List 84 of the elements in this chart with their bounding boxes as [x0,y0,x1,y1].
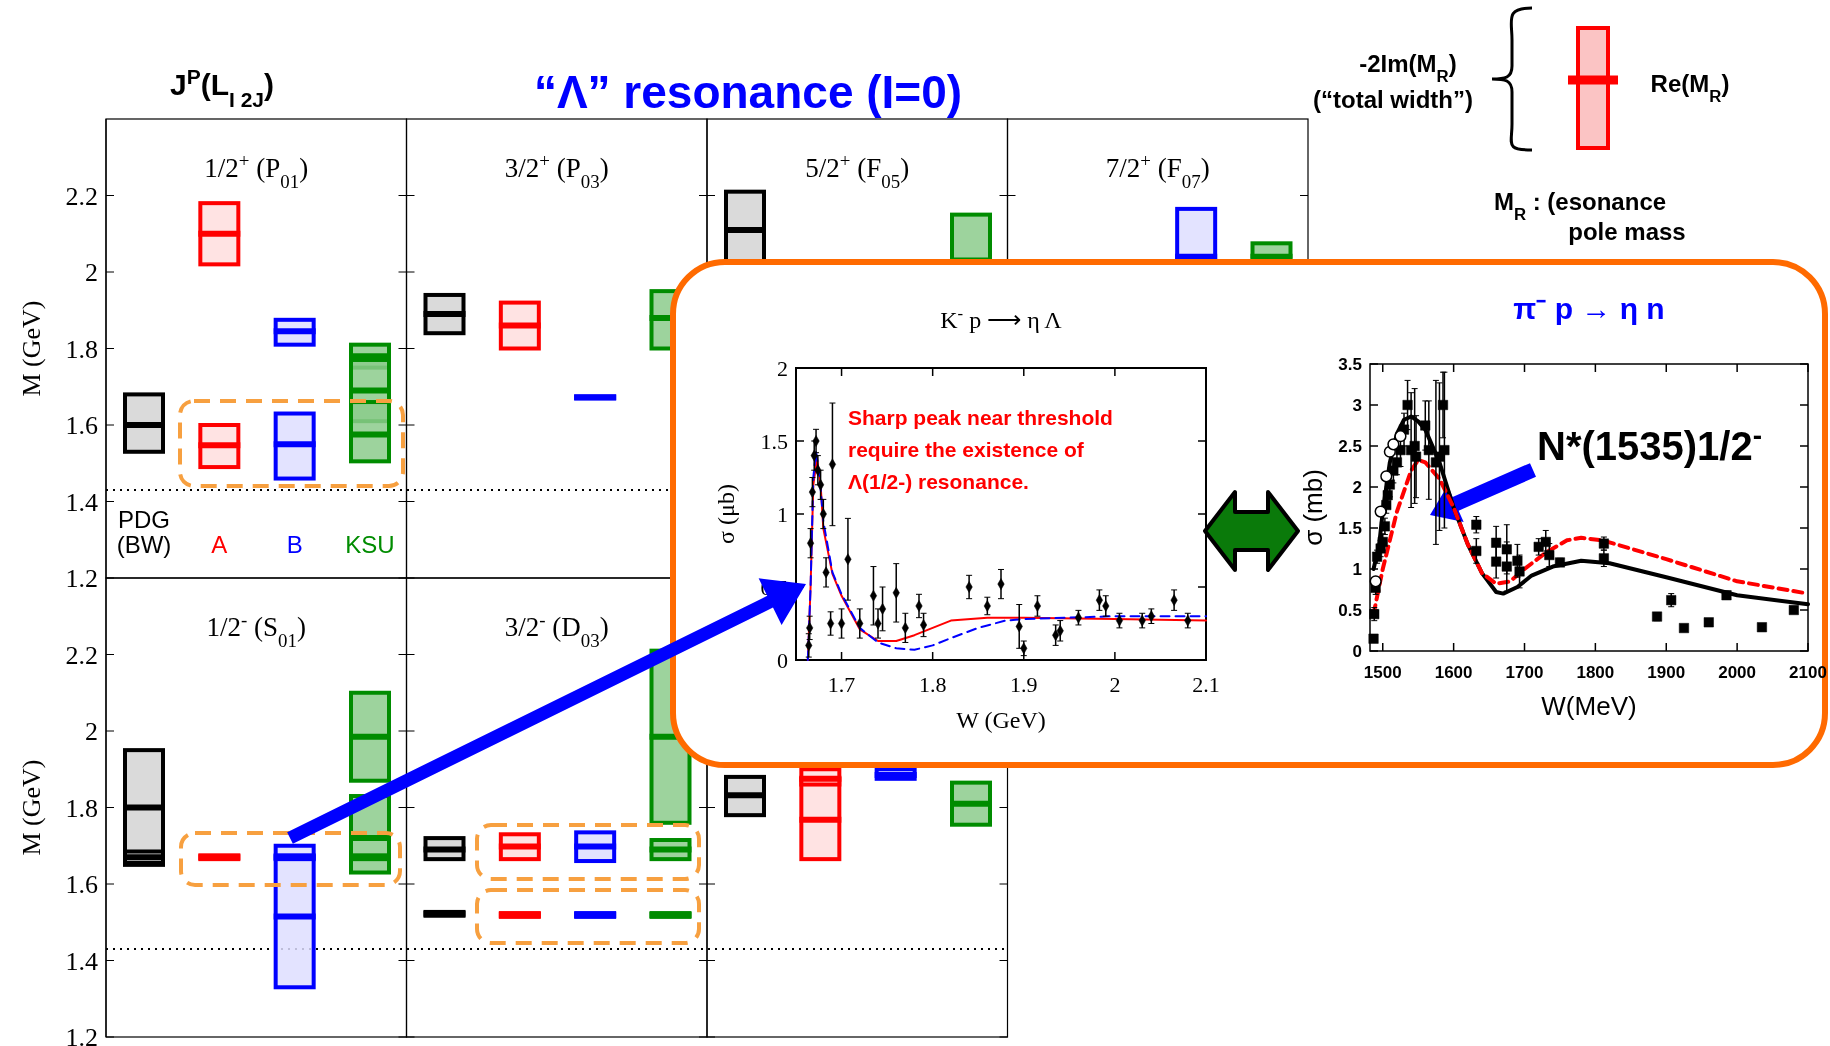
point [1438,400,1448,410]
text: -2Im(M$_{R}$) [1359,50,1457,86]
x-tick-label: 1.8 [918,672,947,697]
x-axis-title: W(MeV) [1541,691,1637,721]
y-axis-title: σ (μb) [713,484,739,544]
point [1411,451,1422,462]
point [1402,400,1413,410]
y-tick-label: 2 [1352,477,1362,497]
x-tick-label: B [286,531,303,558]
annotation: N*(1535)1/2$^{-}$ [1537,419,1763,468]
y-tick-label: 1.8 [65,793,98,823]
y-tick-label: 2 [777,355,788,381]
annotation: 7/2$^{+}$ (F$_{07}$) [1105,149,1210,192]
text: Re(M$_{R}$) [1650,70,1730,106]
point [1471,519,1482,530]
x-tick-label: 1900 [1647,663,1686,682]
point [1491,556,1502,567]
y-tick-label: 0 [777,647,788,673]
y-tick-label: 3.5 [1338,354,1362,374]
point [1374,505,1387,518]
chart-title: π⁻ p → η n [1513,292,1665,325]
y-tick-label: 2.5 [1338,436,1362,456]
annotation: 1/2$^{-}$ (S$_{01}$) [206,608,306,651]
x-tick-label: 2.1 [1192,672,1220,697]
point [1409,441,1420,451]
x-tick-label: 2 [1109,672,1121,697]
point [1439,445,1450,456]
y-tick-label: 3 [1352,395,1362,415]
text: pole mass [1568,218,1686,245]
y-tick-label: 2.2 [65,640,98,670]
text: J$^{P}$(L$_{I 2J}$) [169,64,275,111]
text: “Λ” resonance (I=0) [533,66,963,118]
x-tick-label: A [211,531,228,558]
x-tick-label: 1.9 [1010,672,1038,697]
x-tick-label: KSU [345,531,395,558]
y-tick-label: 1 [1352,559,1362,579]
y-tick-label: 1.4 [65,946,98,976]
y-tick-label: 2 [85,717,98,746]
point [1703,617,1714,628]
annotation: Sharp peak near threshold require the existence of Λ(1/2-) resonance. [848,406,1113,493]
x-tick-label: 1800 [1576,663,1615,682]
y-tick-label: 0 [1352,641,1362,661]
point [1721,590,1732,601]
point [1756,622,1767,633]
y-tick-label: 1.6 [65,411,98,440]
text: (“total width”) [1313,86,1473,113]
x-tick-label: 2000 [1718,663,1757,682]
y-tick-label: 0.5 [1338,600,1362,620]
chart-title: K$^{-}$ p ⟶ η Λ [940,303,1063,333]
point [1471,545,1482,556]
y-axis-title: M (GeV) [17,759,46,856]
y-tick-label: 1.2 [65,564,98,593]
x-tick-label: 1600 [1434,663,1473,682]
annotation: 5/2$^{+}$ (F$_{05}$) [805,149,910,192]
point [1380,470,1393,483]
y-tick-label: 2.2 [65,181,98,211]
y-tick-label: 1.6 [65,870,98,899]
point [1394,430,1407,443]
y-tick-label: 1.4 [65,487,98,517]
y-axis-title: σ (mb) [1298,469,1328,546]
point [1652,611,1663,622]
y-tick-label: 1.2 [65,1023,98,1046]
point [1788,605,1799,615]
point [1491,537,1502,548]
annotation: 3/2$^{-}$ (D$_{03}$) [504,608,609,651]
y-axis-title: M (GeV) [17,300,46,397]
annotation: 3/2$^{+}$ (P$_{03}$) [504,149,609,192]
y-tick-label: 2 [85,258,98,287]
point [1678,623,1689,634]
x-tick-label: PDG (BW) [116,506,172,558]
x-axis-title: W (GeV) [956,707,1046,733]
y-tick-label: 1.5 [760,428,788,454]
y-tick-label: 1.8 [65,334,98,364]
x-tick-label: 1.7 [827,672,856,697]
point [1387,438,1400,451]
x-tick-label: 1700 [1505,663,1544,682]
point [1420,420,1431,431]
x-tick-label: 1500 [1363,663,1402,682]
point [1368,633,1379,644]
annotation: 1/2$^{+}$ (P$_{01}$) [204,149,309,192]
y-tick-label: 1 [777,501,788,527]
y-tick-label: 1.5 [1338,518,1362,538]
point [1554,557,1565,568]
point [1369,575,1382,588]
